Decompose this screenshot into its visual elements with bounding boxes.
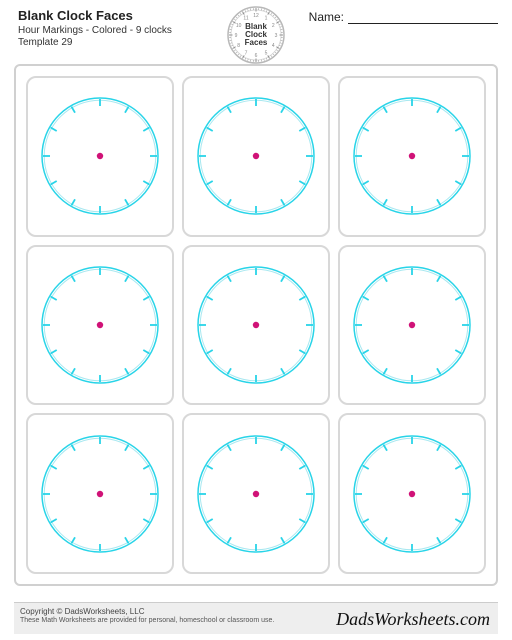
- clock-face: [194, 263, 318, 387]
- svg-text:10: 10: [236, 23, 242, 29]
- name-label: Name:: [309, 10, 344, 24]
- clock-face: [194, 432, 318, 556]
- clock-face: [350, 94, 474, 218]
- template-number: Template 29: [18, 37, 172, 48]
- svg-text:8: 8: [237, 43, 240, 49]
- svg-text:3: 3: [275, 33, 278, 39]
- svg-text:6: 6: [255, 53, 258, 59]
- clock-cell: [338, 76, 486, 237]
- clock-cell: [182, 245, 330, 406]
- clock-cell: [26, 76, 174, 237]
- worksheet-frame: [14, 64, 498, 586]
- name-line[interactable]: [348, 12, 498, 24]
- clock-face: [38, 94, 162, 218]
- title-block: Blank Clock Faces Hour Markings - Colore…: [18, 8, 172, 48]
- clock-cell: [338, 245, 486, 406]
- clock-face: [38, 432, 162, 556]
- clock-cell: [26, 413, 174, 574]
- brand: DadsWorksheets.com: [336, 609, 490, 630]
- page-title: Blank Clock Faces: [18, 8, 172, 23]
- logo-clock: 121234567891011BlankClockFaces: [225, 4, 287, 71]
- clock-cell: [182, 413, 330, 574]
- clock-face: [350, 263, 474, 387]
- page-subtitle: Hour Markings - Colored - 9 clocks: [18, 25, 172, 36]
- clock-cell: [26, 245, 174, 406]
- svg-text:12: 12: [253, 13, 259, 19]
- clock-grid: [26, 76, 486, 574]
- svg-text:11: 11: [243, 16, 248, 22]
- clock-face: [194, 94, 318, 218]
- svg-text:Faces: Faces: [245, 38, 268, 47]
- footer: Copyright © DadsWorksheets, LLC These Ma…: [14, 602, 498, 634]
- clock-cell: [182, 76, 330, 237]
- clock-face: [38, 263, 162, 387]
- clock-face: [350, 432, 474, 556]
- svg-text:7: 7: [245, 50, 248, 56]
- clock-cell: [338, 413, 486, 574]
- svg-text:4: 4: [272, 43, 275, 49]
- name-field: Name:: [309, 10, 498, 24]
- svg-text:2: 2: [272, 23, 275, 29]
- svg-text:5: 5: [265, 50, 268, 56]
- svg-text:1: 1: [265, 16, 268, 22]
- svg-text:9: 9: [235, 33, 238, 39]
- header: Blank Clock Faces Hour Markings - Colore…: [0, 0, 512, 60]
